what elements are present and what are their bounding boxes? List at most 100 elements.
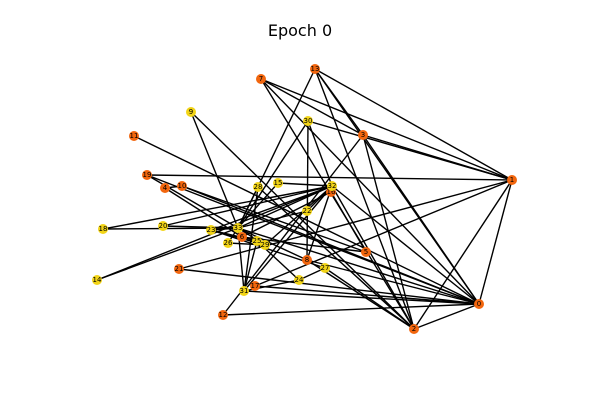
node-label: 28 (254, 183, 263, 191)
node-marker (303, 116, 313, 126)
graph-edge (306, 259, 480, 305)
node-marker (361, 247, 371, 257)
node-marker (177, 181, 187, 191)
node-marker (158, 221, 168, 231)
node-label: 22 (303, 207, 312, 215)
graph-node: 4 (160, 183, 170, 193)
graph-edge (264, 185, 333, 246)
node-label: 27 (321, 264, 330, 272)
node-label: 13 (311, 65, 320, 73)
graph-edge (133, 135, 480, 305)
graph-node: 25 (252, 236, 262, 246)
graph-edge (210, 185, 333, 231)
graph-node: 33 (233, 223, 243, 233)
graph-edge (222, 134, 364, 316)
node-marker (233, 223, 243, 233)
graph-edge (314, 68, 364, 136)
node-label: 21 (175, 265, 184, 273)
graph-edge (178, 268, 480, 305)
node-label: 5 (364, 248, 368, 256)
node-label: 29 (261, 241, 270, 249)
graph-edge (362, 134, 415, 330)
node-label: 3 (361, 131, 365, 139)
graph-node: 17 (250, 281, 260, 291)
node-label: 17 (251, 282, 260, 290)
node-marker (98, 224, 108, 234)
graph-edge (413, 303, 480, 330)
graph-edge (254, 179, 513, 287)
node-marker (256, 74, 266, 84)
node-label: 8 (305, 256, 309, 264)
graph-node: 2 (409, 324, 419, 334)
graph-node: 5 (361, 247, 371, 257)
graph-edge (307, 120, 513, 181)
graph-edge (237, 227, 308, 261)
node-marker (174, 264, 184, 274)
node-marker (302, 255, 312, 265)
node-marker (358, 130, 368, 140)
graph-edge (413, 179, 513, 330)
graph-node: 14 (92, 275, 102, 285)
graph-node: 3 (358, 130, 368, 140)
node-marker (239, 286, 249, 296)
node-marker (409, 324, 419, 334)
node-label: 30 (304, 117, 313, 125)
node-label: 15 (274, 179, 283, 187)
graph-edge (164, 187, 243, 238)
graph-edge (243, 240, 258, 292)
graph-edge (237, 120, 309, 229)
node-marker (302, 206, 312, 216)
node-label: 32 (328, 182, 337, 190)
node-label: 10 (178, 182, 187, 190)
graph-edge (162, 185, 333, 227)
graph-edge (243, 290, 480, 305)
node-label: 23 (207, 226, 216, 234)
graph-edge (102, 185, 333, 230)
node-marker (507, 175, 517, 185)
node-marker (223, 238, 233, 248)
graph-edge (260, 78, 364, 136)
node-marker (474, 299, 484, 309)
graph-node: 8 (302, 255, 312, 265)
node-label: 9 (189, 108, 193, 116)
graph-edge (331, 185, 415, 330)
node-marker (252, 236, 262, 246)
graph-edge (331, 185, 480, 305)
graph-edge (307, 120, 333, 187)
graph-edge (146, 174, 480, 305)
node-label: 16 (327, 188, 336, 196)
node-label: 24 (295, 276, 304, 284)
node-label: 19 (143, 171, 152, 179)
node-marker (142, 170, 152, 180)
node-label: 20 (159, 222, 168, 230)
graph-node: 0 (474, 299, 484, 309)
node-label: 18 (99, 225, 108, 233)
node-label: 26 (224, 239, 233, 247)
graph-node: 21 (174, 264, 184, 274)
graph-node: 19 (142, 170, 152, 180)
node-label: 0 (477, 300, 481, 308)
graph-node: 26 (223, 238, 233, 248)
graph-node: 22 (302, 206, 312, 216)
graph-edge (237, 182, 279, 229)
graph-node: 24 (294, 275, 304, 285)
figure-title: Epoch 0 (267, 21, 333, 40)
node-marker (327, 181, 337, 191)
graph-edge (222, 303, 480, 316)
graph-edge (277, 182, 333, 187)
graph-edge (96, 227, 239, 281)
graph-node: 9 (186, 107, 196, 117)
graph-node: 15 (273, 178, 283, 188)
graph-edge (257, 186, 415, 330)
node-marker (320, 263, 330, 273)
graph-edge (190, 111, 239, 229)
node-label: 2 (412, 325, 416, 333)
node-label: 12 (219, 311, 228, 319)
node-label: 33 (234, 224, 243, 232)
node-marker (129, 131, 139, 141)
graph-node: 23 (206, 225, 216, 235)
edge-layer (96, 68, 513, 330)
node-marker (310, 64, 320, 74)
graph-edge (254, 285, 480, 305)
